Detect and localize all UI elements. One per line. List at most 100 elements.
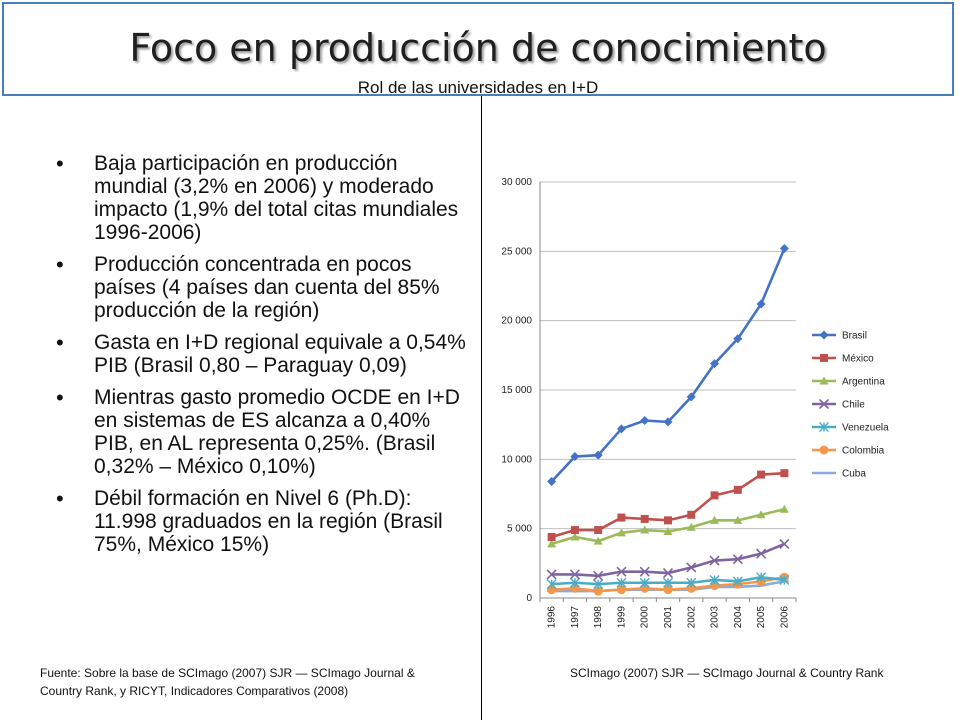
legend-marker xyxy=(820,354,828,362)
data-point xyxy=(756,510,766,519)
x-tick-label: 1997 xyxy=(570,606,581,629)
legend-label: Venezuela xyxy=(842,423,889,434)
data-point xyxy=(732,554,743,565)
y-tick-label: 10 000 xyxy=(501,454,532,465)
data-point xyxy=(593,536,603,545)
data-point xyxy=(687,510,696,519)
data-point xyxy=(547,539,557,548)
series-line xyxy=(550,248,786,483)
data-point xyxy=(547,477,557,487)
legend-marker xyxy=(819,445,829,455)
data-point xyxy=(663,526,673,535)
data-point xyxy=(616,577,627,588)
y-tick-label: 15 000 xyxy=(501,385,532,396)
data-point xyxy=(686,522,696,531)
data-point xyxy=(780,469,789,478)
data-point xyxy=(547,532,556,541)
data-point xyxy=(710,581,720,591)
data-point xyxy=(640,583,650,593)
legend-label: Brasil xyxy=(842,331,867,342)
data-point xyxy=(593,450,603,460)
legend-label: Cuba xyxy=(842,469,866,480)
data-point xyxy=(686,577,697,588)
page-title: Foco en producción de conocimiento xyxy=(129,26,827,70)
bullet-item: Débil formación en Nivel 6 (Ph.D): 11.99… xyxy=(56,487,466,556)
data-point xyxy=(593,586,603,596)
legend-marker xyxy=(818,398,830,410)
line-chart: 0 5 000 10 000 15 000 20 000 25 000 30 000 1996… xyxy=(501,177,889,629)
data-point xyxy=(733,515,743,524)
data-point xyxy=(756,548,767,559)
x-tick-label: 2002 xyxy=(686,606,697,629)
data-point xyxy=(779,538,790,549)
source-note-left: Fuente: Sobre la base de SCImago (2007) … xyxy=(40,666,415,698)
data-point xyxy=(594,526,603,535)
data-point xyxy=(569,577,580,588)
bullet-item: Producción concentrada en pocos países (… xyxy=(56,253,466,322)
x-tick-label: 1996 xyxy=(547,606,558,629)
column-divider xyxy=(481,96,482,720)
data-point xyxy=(663,577,673,588)
title-box: Foco en producción de conocimiento Rol d… xyxy=(2,2,954,97)
data-point xyxy=(546,579,557,590)
data-point xyxy=(593,579,604,590)
data-point xyxy=(663,417,673,427)
data-point xyxy=(710,515,720,524)
x-tick-label: 2006 xyxy=(779,606,790,629)
data-point xyxy=(662,567,674,579)
x-tick-label: 2003 xyxy=(710,606,721,629)
data-point xyxy=(710,491,719,500)
data-point xyxy=(733,485,742,494)
legend-marker xyxy=(819,422,829,432)
data-point xyxy=(570,583,580,593)
x-tick-label: 2004 xyxy=(733,606,744,629)
series-line xyxy=(551,542,785,578)
data-point xyxy=(593,570,604,581)
legend-label: Argentina xyxy=(842,377,885,388)
data-point xyxy=(639,566,650,577)
data-point xyxy=(616,528,626,537)
data-point xyxy=(664,516,672,525)
bullet-item: Baja participación en producción mundial… xyxy=(56,152,466,244)
data-point xyxy=(733,334,743,344)
x-tick-label: 2000 xyxy=(640,606,651,629)
x-tick-label: 1999 xyxy=(616,606,627,629)
bullet-list: Baja participación en producción mundial… xyxy=(56,152,466,565)
data-point xyxy=(686,562,697,573)
data-point xyxy=(617,513,626,522)
y-tick-label: 25 000 xyxy=(501,246,532,257)
data-point xyxy=(570,532,580,541)
data-point xyxy=(570,452,580,462)
source-note-right: SCImago (2007) SJR — SCImago Journal & C… xyxy=(570,666,884,680)
data-point xyxy=(732,576,743,587)
data-point xyxy=(710,359,720,369)
page-subtitle: Rol de las universidades en I+D xyxy=(357,78,599,97)
bullet-item: Gasta en I+D regional equivale a 0,54% P… xyxy=(56,331,466,377)
x-tick-label: 1998 xyxy=(593,606,604,629)
series-line xyxy=(551,507,785,546)
data-point xyxy=(709,574,720,585)
data-point xyxy=(570,526,579,535)
y-tick-label: 0 xyxy=(526,593,532,604)
legend-label: Colombia xyxy=(842,446,885,457)
data-point xyxy=(686,392,696,402)
legend-label: México xyxy=(842,354,874,365)
data-point xyxy=(756,572,767,583)
data-point xyxy=(616,585,626,595)
data-point xyxy=(547,585,557,595)
data-point xyxy=(757,470,766,479)
data-point xyxy=(779,244,789,254)
x-tick-label: 2001 xyxy=(663,606,674,629)
data-point xyxy=(616,566,627,577)
y-tick-label: 30 000 xyxy=(501,177,532,188)
data-point xyxy=(639,577,650,588)
data-point xyxy=(616,424,626,434)
y-tick-label: 5 000 xyxy=(507,524,532,535)
data-point xyxy=(686,583,696,593)
data-point xyxy=(640,416,650,426)
data-point xyxy=(779,574,790,585)
bullet-item: Mientras gasto promedio OCDE en I+D en s… xyxy=(56,386,466,478)
legend-marker xyxy=(819,330,829,340)
data-point xyxy=(756,299,766,309)
legend-label: Chile xyxy=(842,400,865,411)
